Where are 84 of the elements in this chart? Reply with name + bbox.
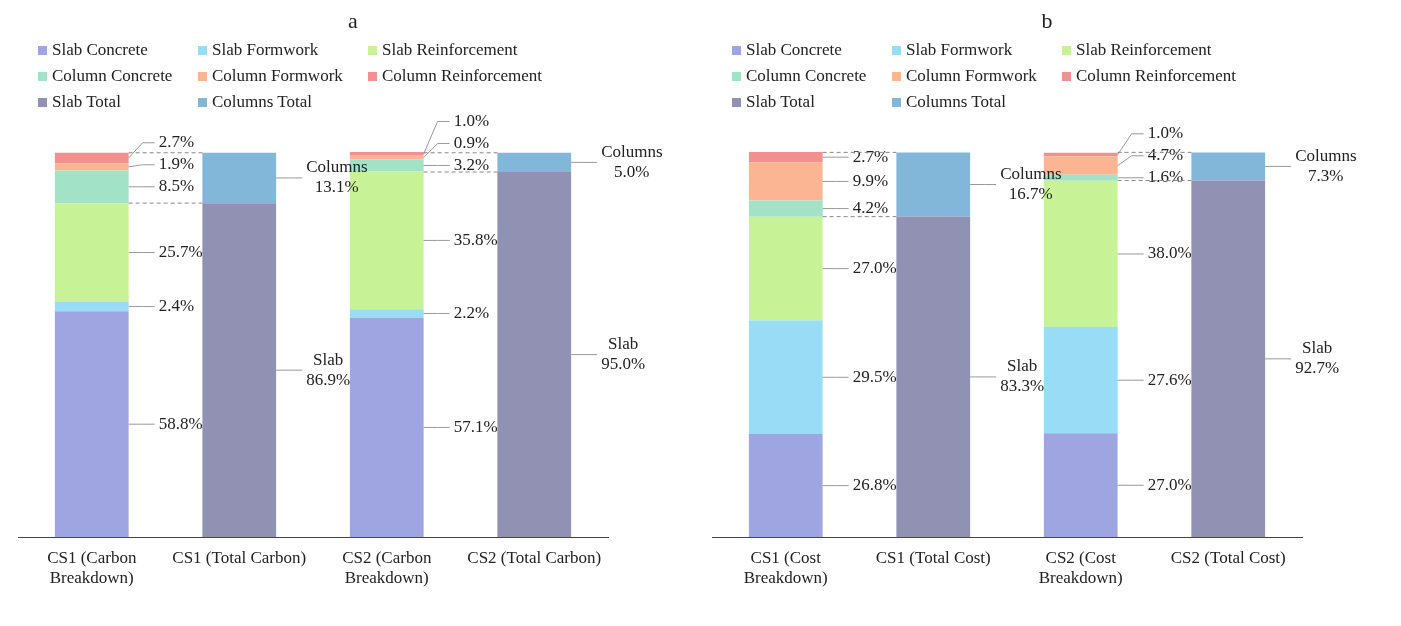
- data-label: 1.0%: [453, 110, 490, 130]
- data-label: Slab 92.7%: [1295, 338, 1340, 378]
- x-tick-label: CS1 (Carbon Breakdown): [47, 547, 137, 588]
- legend-label: Slab Concrete: [52, 40, 148, 60]
- data-label: 27.0%: [1147, 474, 1192, 494]
- data-label: 4.7%: [1147, 145, 1184, 165]
- legend-label: Columns Total: [906, 92, 1007, 112]
- legend-label: Column Reinforcement: [382, 66, 543, 86]
- data-label: 35.8%: [453, 229, 498, 249]
- data-label: 25.7%: [158, 242, 203, 261]
- legend-label: Slab Reinforcement: [1076, 40, 1212, 60]
- bar: [54, 203, 129, 302]
- bar: [497, 171, 572, 538]
- data-label: Columns 13.1%: [306, 157, 368, 197]
- data-label: 27.0%: [852, 258, 897, 278]
- bar: [748, 320, 823, 435]
- data-label: Columns 16.7%: [1000, 163, 1062, 203]
- data-label: 27.6%: [1147, 369, 1192, 389]
- bar: [349, 152, 424, 156]
- data-label: 4.2%: [852, 198, 889, 218]
- legend-label: Column Concrete: [52, 66, 173, 86]
- x-tick-label: CS1 (Cost Breakdown): [743, 547, 828, 588]
- chart-title: b: [1040, 8, 1054, 34]
- data-label: Columns 7.3%: [1295, 145, 1357, 185]
- data-label: 8.5%: [158, 176, 195, 196]
- bar: [748, 162, 823, 201]
- data-label: 2.7%: [158, 132, 195, 152]
- bar: [349, 309, 424, 318]
- data-label: 9.9%: [852, 170, 889, 190]
- data-label: Slab 83.3%: [1000, 356, 1045, 396]
- data-label: 58.8%: [158, 413, 203, 433]
- bar: [497, 152, 572, 172]
- data-label: 3.2%: [453, 154, 490, 174]
- data-label: 1.9%: [158, 154, 195, 174]
- data-label: Columns 5.0%: [601, 141, 663, 181]
- bar: [202, 152, 277, 204]
- x-tick-label: CS2 (Cost Breakdown): [1038, 547, 1123, 588]
- bar: [54, 311, 129, 538]
- legend-label: Slab Concrete: [746, 40, 842, 60]
- bar: [54, 152, 129, 164]
- bar: [1043, 327, 1118, 434]
- bar: [1191, 180, 1266, 538]
- data-label: 2.4%: [158, 296, 195, 316]
- legend-label: Column Reinforcement: [1076, 66, 1237, 86]
- bar: [748, 152, 823, 163]
- legend-label: Slab Formwork: [906, 40, 1013, 60]
- bar: [202, 203, 277, 538]
- bar: [54, 301, 129, 312]
- data-label: 38.0%: [1147, 243, 1192, 263]
- legend-label: Column Concrete: [746, 66, 867, 86]
- bar: [896, 216, 971, 538]
- bar: [54, 170, 129, 204]
- data-label: 1.0%: [1147, 123, 1184, 143]
- x-tick-label: CS2 (Carbon Breakdown): [342, 547, 432, 588]
- data-label: Slab 86.9%: [306, 349, 351, 389]
- legend-label: Slab Total: [746, 92, 815, 112]
- data-label: 0.9%: [453, 132, 490, 152]
- legend-label: Slab Reinforcement: [382, 40, 518, 60]
- x-tick-label: CS1 (Total Cost): [875, 547, 991, 567]
- bar: [349, 317, 424, 538]
- bar: [748, 200, 823, 217]
- legend-label: Slab Total: [52, 92, 121, 112]
- x-tick-label: CS2 (Total Carbon): [467, 547, 602, 567]
- legend-label: Column Formwork: [906, 66, 1037, 86]
- data-label: 2.7%: [852, 146, 889, 166]
- bar: [54, 163, 129, 171]
- bar: [1191, 152, 1266, 181]
- data-label: 29.5%: [852, 366, 897, 386]
- x-tick-label: CS1 (Total Carbon): [172, 547, 307, 567]
- data-label: 2.2%: [453, 302, 490, 322]
- bar: [748, 434, 823, 538]
- bar: [896, 152, 971, 217]
- legend-label: Slab Formwork: [212, 40, 319, 60]
- chart-title: a: [347, 8, 359, 34]
- bar: [748, 216, 823, 321]
- data-label: 1.6%: [1147, 167, 1184, 187]
- bar: [1043, 433, 1118, 538]
- legend-label: Column Formwork: [212, 66, 343, 86]
- data-label: Slab 95.0%: [601, 334, 646, 374]
- legend-label: Columns Total: [212, 92, 313, 112]
- data-label: 57.1%: [453, 416, 498, 436]
- bar: [1043, 152, 1118, 157]
- data-label: 26.8%: [852, 475, 897, 495]
- x-tick-label: CS2 (Total Cost): [1170, 547, 1286, 567]
